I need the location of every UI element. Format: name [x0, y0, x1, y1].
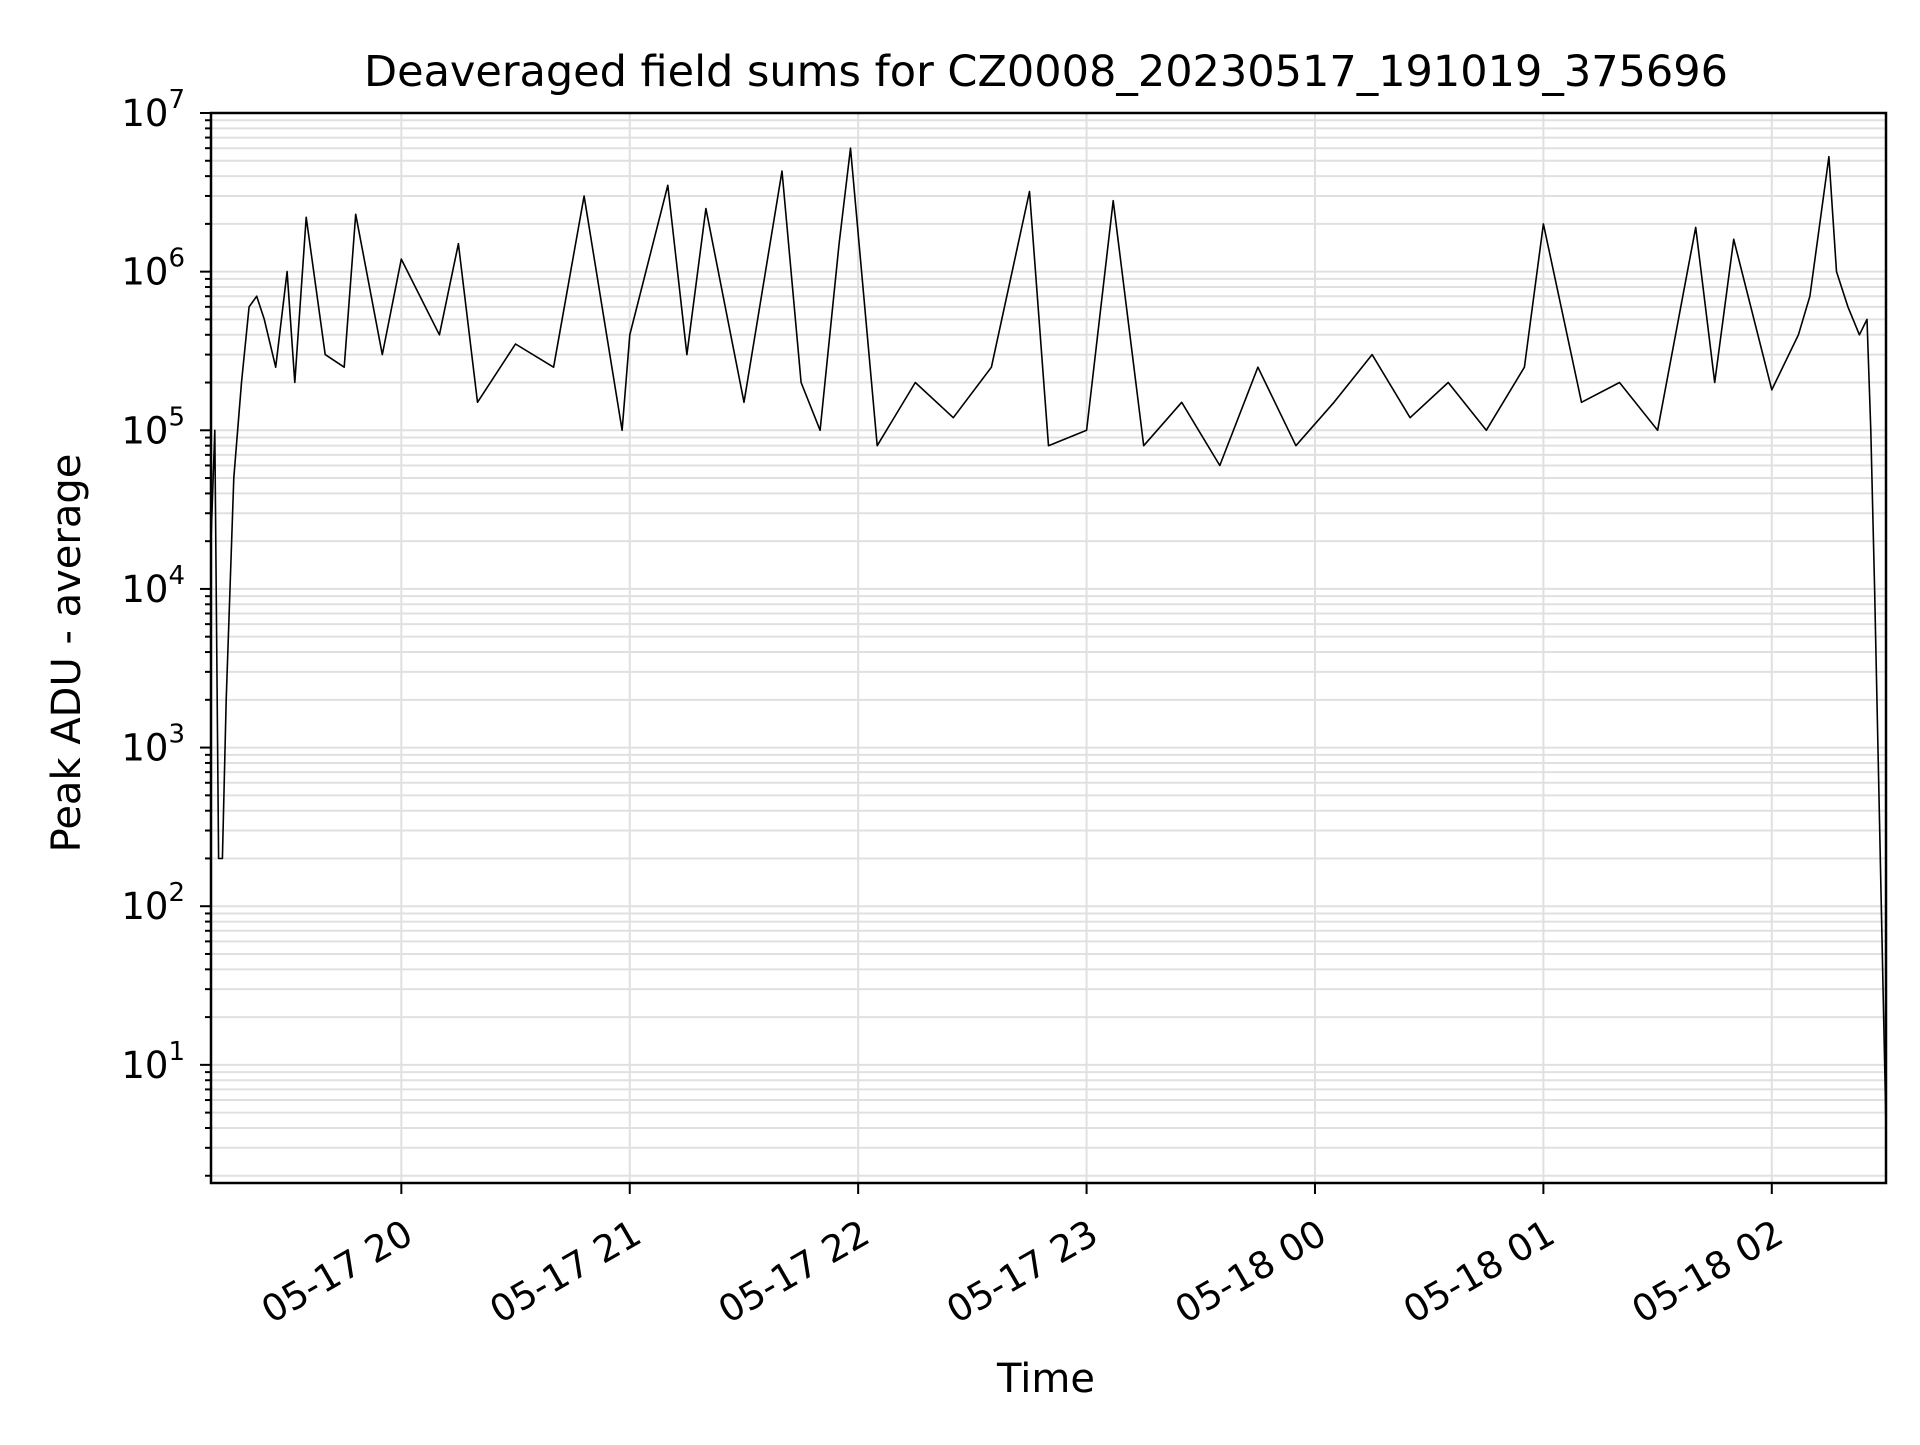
y-tick-label: 105 [121, 402, 185, 452]
chart-title: Deaveraged field sums for CZ0008_2023051… [364, 47, 1728, 97]
y-axis-label: Peak ADU - average [44, 454, 90, 853]
y-tick-label: 107 [121, 85, 185, 135]
plot-area-frame [209, 111, 1888, 1185]
series-layer [210, 147, 1887, 1129]
axes-frame [209, 111, 1888, 1185]
y-tick-label: 104 [121, 561, 185, 611]
grid-lines [211, 112, 1886, 1183]
y-tick-label: 101 [121, 1037, 185, 1087]
x-axis-label: Time [996, 1356, 1095, 1402]
y-tick-label: 106 [121, 244, 185, 294]
series-line [210, 147, 1887, 1129]
y-axis-ticks: 101 102 103 104 105 106 107 [121, 85, 211, 1177]
y-tick-label: 102 [121, 878, 185, 928]
y-tick-label: 103 [121, 720, 185, 770]
